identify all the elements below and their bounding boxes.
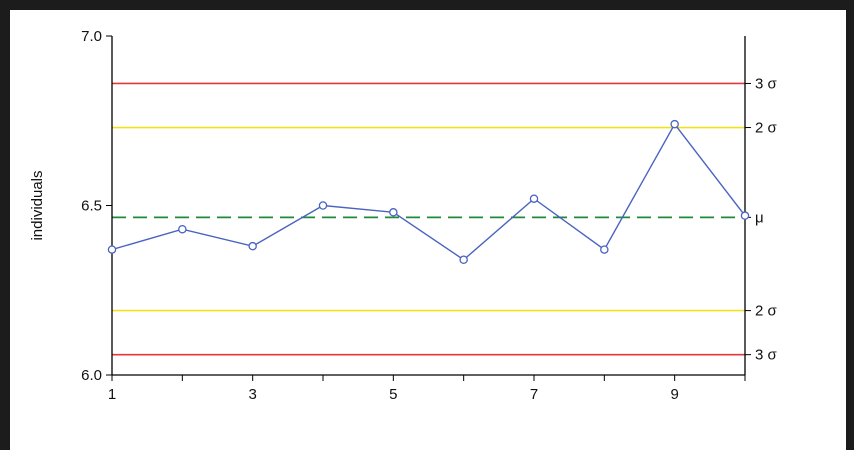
- data-point-2: [178, 224, 187, 234]
- x-tick-label-5: 9: [670, 386, 678, 403]
- data-point-10: [740, 211, 750, 220]
- data-point-7: [529, 194, 539, 203]
- reference-label-5: 3 σ: [755, 347, 778, 364]
- y-tick-label-3: 7.0: [81, 28, 102, 45]
- axes: [106, 35, 746, 381]
- y-tick-label-2: 6.5: [81, 198, 102, 215]
- data-point-8: [600, 245, 609, 254]
- data-point-4: [318, 201, 328, 210]
- reference-lines: [112, 82, 751, 356]
- y-tick-label-1: 6.0: [81, 367, 102, 384]
- reference-label-2: 2 σ: [755, 120, 778, 137]
- x-tick-label-4: 7: [530, 386, 538, 403]
- data-point-3: [248, 241, 257, 251]
- x-tick-label-3: 5: [389, 386, 397, 403]
- data-point-6: [459, 255, 468, 264]
- reference-label-1: 3 σ: [755, 75, 778, 92]
- reference-label-3: μ: [755, 209, 764, 226]
- reference-label-4: 2 σ: [755, 303, 778, 320]
- x-tick-label-1: 1: [108, 386, 116, 403]
- x-tick-label-2: 3: [248, 386, 256, 403]
- series-line-1: [111, 122, 746, 261]
- data-point-5: [389, 208, 398, 217]
- data-point-9: [670, 119, 679, 129]
- data-point-1: [107, 245, 117, 254]
- labels: 3 σ 2 σ μ 2 σ 3 σ 6.0 6.5 7.0 1 3 5 7 9 individuals: [29, 28, 778, 403]
- y-axis-label: individuals: [29, 170, 46, 240]
- series: [107, 119, 750, 264]
